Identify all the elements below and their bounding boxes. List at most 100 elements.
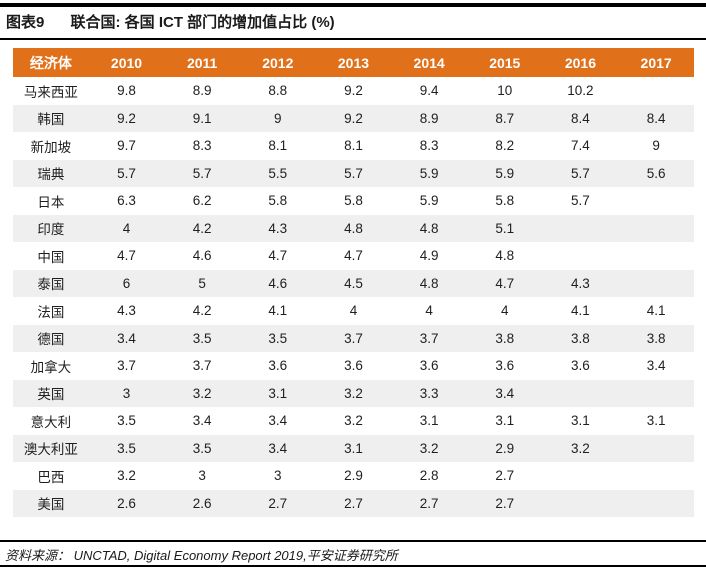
value-cell: 4.1 xyxy=(646,303,666,319)
value-cell: 10 xyxy=(497,83,513,99)
economy-name-cell: 马来西亚 xyxy=(23,84,78,100)
table-row: 韩国 9.2 9.1 9 9.2 8.9 8.7 8.4 8.4 xyxy=(13,104,694,132)
value-cell: 8.8 xyxy=(268,83,288,99)
value-cell: 2.7 xyxy=(391,489,467,517)
source-text: 资料来源： UNCTAD, Digital Economy Report 201… xyxy=(5,548,398,563)
value-cell: 3.8 xyxy=(466,324,543,352)
value-cell: 3.2 xyxy=(391,434,467,462)
value-cell: 3.6 xyxy=(344,358,363,374)
value-cell xyxy=(618,77,694,105)
table-row: 德国 3.4 3.5 3.5 3.7 3.7 3.8 3.8 3.8 xyxy=(13,324,694,352)
value-cell: 8.3 xyxy=(419,138,439,154)
value-cell: 8.3 xyxy=(192,138,212,154)
table-row: 美国 2.6 2.6 2.7 2.7 2.7 2.7 xyxy=(13,489,694,517)
value-cell: 3.3 xyxy=(391,379,467,407)
value-cell xyxy=(542,489,619,517)
value-cell: 4 xyxy=(501,303,509,319)
value-cell: 2.6 xyxy=(88,489,165,517)
value-cell: 5.9 xyxy=(391,159,467,187)
table-row: 日本 6.3 6.2 5.8 5.8 5.9 5.8 5.7 xyxy=(13,187,694,215)
value-cell: 8.9 xyxy=(192,83,212,99)
value-cell: 3.5 xyxy=(239,324,316,352)
table-row: 中国 4.7 4.6 4.7 4.7 4.9 4.8 xyxy=(13,242,694,270)
value-cell: 4.3 xyxy=(117,303,136,319)
value-cell: 9.4 xyxy=(419,83,439,99)
value-cell: 8.4 xyxy=(542,104,619,132)
value-cell: 9.2 xyxy=(315,104,392,132)
column-header-year: 2014 xyxy=(391,48,467,77)
economy-name-cell: 泰国 xyxy=(13,269,89,297)
table-row: 马来西亚 9.8 8.9 8.8 9.2 9.4 10 10.2 xyxy=(13,77,694,105)
value-cell: 5.6 xyxy=(618,159,694,187)
value-cell: 4.5 xyxy=(315,269,392,297)
column-header-year: 2017 xyxy=(618,48,694,77)
economy-name-cell: 加拿大 xyxy=(30,359,72,375)
value-cell: 3.2 xyxy=(164,379,240,407)
value-cell: 5.7 xyxy=(315,159,392,187)
title-underline-rule xyxy=(0,38,706,40)
value-cell: 3.6 xyxy=(419,358,439,374)
value-cell xyxy=(543,462,619,490)
value-cell: 3.7 xyxy=(315,324,392,352)
value-cell: 4.8 xyxy=(315,214,392,242)
value-cell: 3.2 xyxy=(344,413,363,429)
value-cell: 2.9 xyxy=(466,434,543,462)
value-cell: 5.8 xyxy=(268,193,288,209)
value-cell: 3 xyxy=(274,468,282,484)
table-row: 新加坡 9.7 8.3 8.1 8.1 8.3 8.2 7.4 9 xyxy=(13,132,694,160)
value-cell: 4 xyxy=(349,303,358,319)
value-cell: 5.7 xyxy=(571,193,590,209)
column-header-year: 2010 xyxy=(88,48,165,77)
value-cell: 3.1 xyxy=(571,413,590,429)
column-header-year: 2013 xyxy=(315,48,392,77)
value-cell: 8.7 xyxy=(466,104,543,132)
source-footer: 资料来源： UNCTAD, Digital Economy Report 201… xyxy=(0,540,706,564)
value-cell: 9.7 xyxy=(117,138,136,154)
value-cell: 3.6 xyxy=(571,358,590,374)
economy-name-cell: 印度 xyxy=(13,214,89,242)
value-cell: 4.9 xyxy=(419,248,439,264)
value-cell: 9 xyxy=(652,138,660,154)
value-cell: 8.2 xyxy=(495,138,515,154)
value-cell: 4.8 xyxy=(391,269,467,297)
value-cell: 2.7 xyxy=(239,489,316,517)
table-row: 瑞典 5.7 5.7 5.5 5.7 5.9 5.9 5.7 5.6 xyxy=(13,159,694,187)
value-cell: 3.4 xyxy=(646,358,666,374)
economy-name-cell: 意大利 xyxy=(30,414,72,430)
value-cell: 6 xyxy=(88,269,165,297)
top-rule xyxy=(0,3,706,7)
table-row: 加拿大 3.7 3.7 3.6 3.6 3.6 3.6 3.6 3.4 xyxy=(13,352,694,380)
value-cell: 4.6 xyxy=(239,269,316,297)
value-cell xyxy=(542,379,619,407)
value-cell: 3.1 xyxy=(315,434,392,462)
value-cell: 5.7 xyxy=(88,159,165,187)
value-cell: 5 xyxy=(164,269,240,297)
table-row: 泰国 6 5 4.6 4.5 4.8 4.7 4.3 xyxy=(13,269,694,297)
value-cell: 4.6 xyxy=(192,248,212,264)
value-cell: 5.8 xyxy=(344,193,363,209)
value-cell xyxy=(543,242,619,270)
value-cell: 2.8 xyxy=(419,468,439,484)
value-cell: 3 xyxy=(88,379,165,407)
economy-name-cell: 美国 xyxy=(13,489,89,517)
value-cell: 3.8 xyxy=(542,324,619,352)
value-cell: 5.7 xyxy=(164,159,240,187)
figure-title: 联合国: 各国 ICT 部门的增加值占比 (%) xyxy=(70,14,335,31)
bottom-rule xyxy=(0,565,706,567)
economy-name-cell: 澳大利亚 xyxy=(13,434,89,462)
table-body: 马来西亚 9.8 8.9 8.8 9.2 9.4 10 10.2 韩国 9.2 9.1 9 9.2 8.9… xyxy=(13,77,694,517)
table-row: 意大利 3.5 3.4 3.4 3.2 3.1 3.1 3.1 3.1 xyxy=(13,407,694,435)
economy-name-cell: 法国 xyxy=(37,304,65,320)
value-cell: 2.9 xyxy=(344,468,363,484)
value-cell: 3.2 xyxy=(117,468,136,484)
value-cell: 9.1 xyxy=(164,104,240,132)
value-cell: 7.4 xyxy=(571,138,590,154)
value-cell: 5.8 xyxy=(495,193,515,209)
value-cell: 8.1 xyxy=(268,138,288,154)
value-cell: 4.3 xyxy=(542,269,619,297)
value-cell: 2.7 xyxy=(315,489,392,517)
value-cell: 3 xyxy=(198,468,206,484)
value-cell: 4.7 xyxy=(117,248,136,264)
column-header-year: 2015 xyxy=(466,48,543,77)
value-cell: 4.7 xyxy=(344,248,363,264)
